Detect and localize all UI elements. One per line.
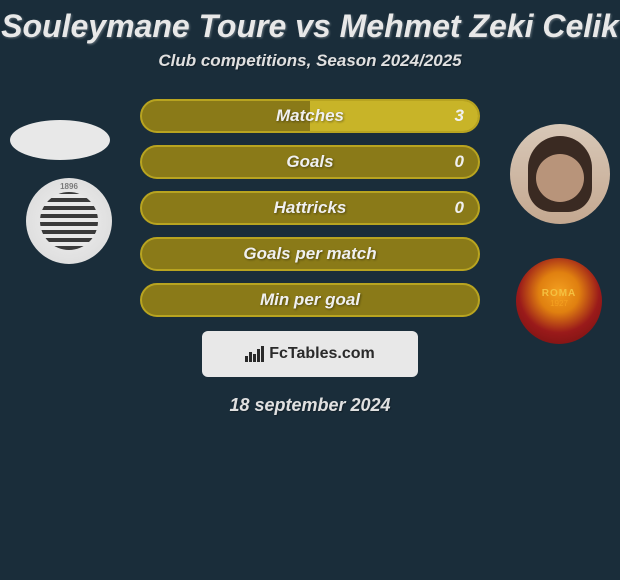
stat-value-right: 0 [455,198,464,218]
stat-row: Min per goal [140,283,480,317]
stat-row: Hattricks 0 [140,191,480,225]
stat-label: Hattricks [274,198,347,218]
date-label: 18 september 2024 [0,395,620,416]
attribution-text: FcTables.com [269,345,375,363]
stat-label: Min per goal [260,290,360,310]
stats-bars-region: Matches 3 Goals 0 Hattricks 0 Goals per match M… [0,99,620,317]
subtitle: Club competitions, Season 2024/2025 [0,51,620,71]
page-title: Souleymane Toure vs Mehmet Zeki Celik [0,0,620,45]
stat-value-right: 0 [455,152,464,172]
comparison-infographic: Souleymane Toure vs Mehmet Zeki Celik Cl… [0,0,620,580]
stat-value-right: 3 [455,106,464,126]
stat-label: Goals per match [243,244,376,264]
stat-label: Matches [276,106,344,126]
attribution-box: FcTables.com [202,331,418,377]
stat-row: Goals 0 [140,145,480,179]
stat-row: Matches 3 [140,99,480,133]
stat-label: Goals [286,152,333,172]
bar-chart-icon [245,346,265,362]
stat-row: Goals per match [140,237,480,271]
